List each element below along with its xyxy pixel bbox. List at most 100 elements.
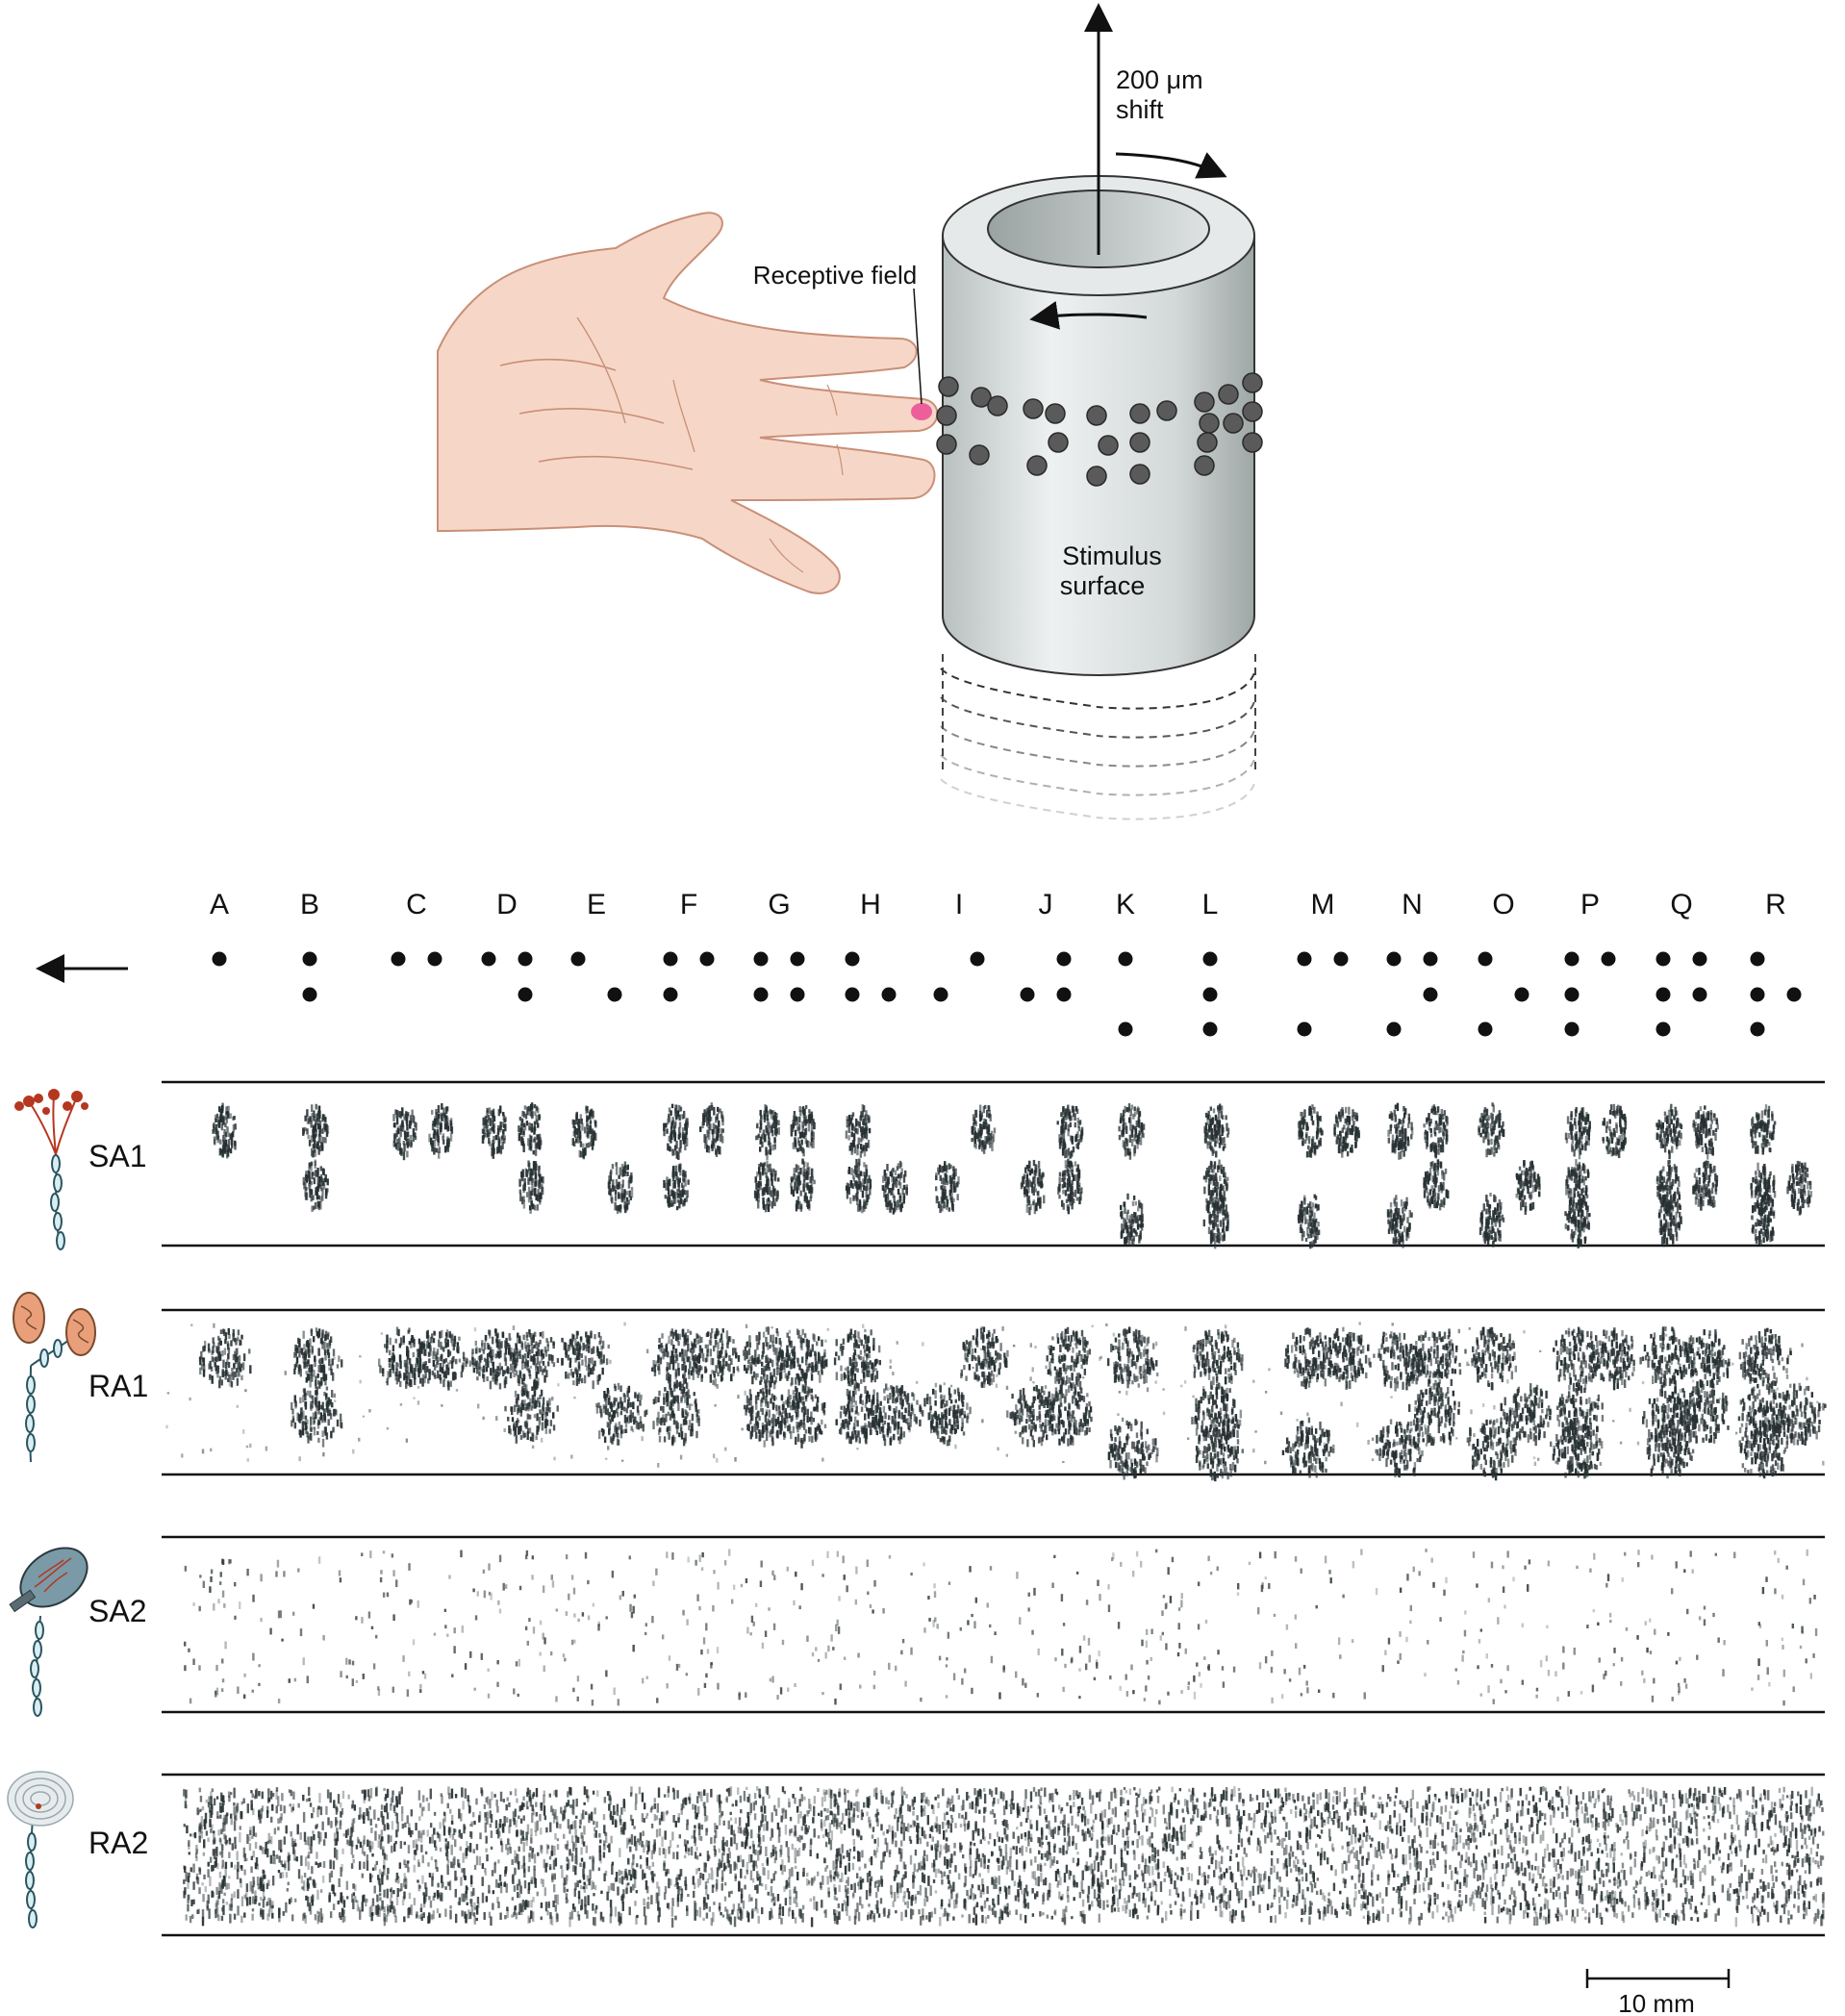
spike-mark	[306, 1391, 308, 1396]
braille-letter-a: A	[210, 889, 229, 920]
spike-mark	[760, 1123, 762, 1130]
spike-mark	[1059, 1138, 1061, 1145]
spike-mark	[1126, 1194, 1128, 1200]
spike-mark	[1661, 1182, 1663, 1187]
spike-mark	[713, 1123, 715, 1128]
spike-mark	[1314, 1143, 1316, 1147]
spike-mark	[225, 1116, 227, 1121]
spike-mark	[631, 1187, 633, 1191]
spike-mark	[444, 1146, 446, 1152]
spike-mark	[867, 1143, 869, 1147]
spike-mark	[233, 1116, 235, 1120]
spike-mark	[1500, 1206, 1502, 1214]
spike-mark	[1759, 1175, 1761, 1182]
braille-dot	[392, 952, 406, 967]
spike-mark	[1399, 1120, 1401, 1124]
spike-mark	[1073, 1106, 1074, 1111]
spike-mark	[860, 1111, 862, 1117]
spike-mark	[759, 1147, 761, 1151]
braille-letter-m: M	[1311, 889, 1335, 920]
spike-mark	[1577, 1191, 1579, 1197]
spike-mark	[221, 1350, 223, 1356]
spike-mark	[1225, 1115, 1226, 1120]
spike-mark	[488, 1132, 490, 1137]
spike-mark	[317, 1348, 319, 1356]
spike-mark	[807, 1141, 809, 1147]
spike-mark	[523, 1182, 525, 1190]
spike-mark	[389, 1362, 391, 1368]
spike-mark	[1661, 1202, 1663, 1207]
spike-mark	[577, 1121, 579, 1126]
spike-mark	[765, 1184, 767, 1193]
spike-mark	[952, 1184, 954, 1190]
braille-dot	[1751, 1022, 1765, 1037]
spike-mark	[410, 1343, 412, 1348]
spike-mark	[323, 1115, 325, 1121]
spike-mark	[1348, 1107, 1350, 1115]
spike-mark	[1396, 1201, 1398, 1208]
spike-mark	[630, 1175, 632, 1182]
spike-mark	[1203, 1187, 1205, 1195]
braille-dot	[303, 952, 317, 967]
spike-mark	[1766, 1125, 1768, 1134]
spike-mark	[1218, 1198, 1220, 1204]
panel-sa1: SA1	[88, 1082, 1825, 1248]
spike-mark	[1671, 1137, 1673, 1142]
spike-mark	[771, 1114, 772, 1120]
spike-mark	[1706, 1184, 1707, 1192]
spike-mark	[1038, 1169, 1040, 1176]
spike-mark	[1495, 1209, 1497, 1215]
spike-mark	[1751, 1132, 1753, 1136]
spike-mark	[1348, 1116, 1350, 1123]
spike-mark	[1623, 1133, 1625, 1140]
spike-mark	[1299, 1121, 1301, 1127]
spike-mark	[438, 1151, 440, 1158]
spike-mark	[437, 1371, 439, 1378]
spike-mark	[1567, 1188, 1569, 1193]
spike-mark	[768, 1140, 770, 1146]
spike-mark	[757, 1200, 759, 1209]
spike-mark	[449, 1121, 451, 1126]
spike-mark	[1125, 1223, 1126, 1228]
spike-mark	[1317, 1120, 1319, 1127]
spike-mark	[810, 1190, 812, 1198]
spike-mark	[316, 1431, 318, 1435]
spike-mark	[675, 1172, 677, 1176]
drum-dot	[937, 406, 956, 425]
spike-mark	[612, 1185, 614, 1192]
spike-mark	[1120, 1205, 1122, 1210]
spike-mark	[1125, 1143, 1126, 1149]
spike-mark	[1692, 1123, 1694, 1128]
spike-mark	[413, 1352, 415, 1357]
spike-mark	[1580, 1230, 1581, 1237]
spike-mark	[1668, 1203, 1670, 1208]
spike-mark	[1208, 1226, 1210, 1234]
spike-mark	[1210, 1106, 1212, 1110]
spike-mark	[1222, 1127, 1224, 1133]
spike-mark	[858, 1166, 860, 1172]
spike-mark	[447, 1368, 449, 1375]
spike-mark	[771, 1201, 773, 1209]
spike-mark	[863, 1119, 865, 1126]
spike-mark	[1616, 1137, 1618, 1145]
spike-mark	[666, 1128, 668, 1133]
spike-mark	[1407, 1140, 1409, 1146]
braille-dot	[1203, 988, 1218, 1002]
spike-mark	[1203, 1175, 1205, 1179]
spike-mark	[233, 1329, 235, 1337]
spike-mark	[1442, 1182, 1444, 1191]
spike-mark	[1440, 1199, 1442, 1207]
spike-mark	[215, 1356, 217, 1362]
spike-mark	[1306, 1206, 1308, 1214]
spike-mark	[903, 1199, 905, 1204]
spike-mark	[394, 1143, 396, 1147]
spike-mark	[589, 1111, 591, 1119]
spike-mark	[1494, 1140, 1496, 1146]
spike-mark	[586, 1143, 588, 1147]
spike-mark	[952, 1204, 954, 1212]
spike-mark	[1571, 1144, 1573, 1152]
spike-mark	[1493, 1146, 1495, 1151]
spike-mark	[1793, 1204, 1795, 1209]
spike-mark	[1579, 1202, 1580, 1211]
spike-mark	[328, 1352, 330, 1358]
